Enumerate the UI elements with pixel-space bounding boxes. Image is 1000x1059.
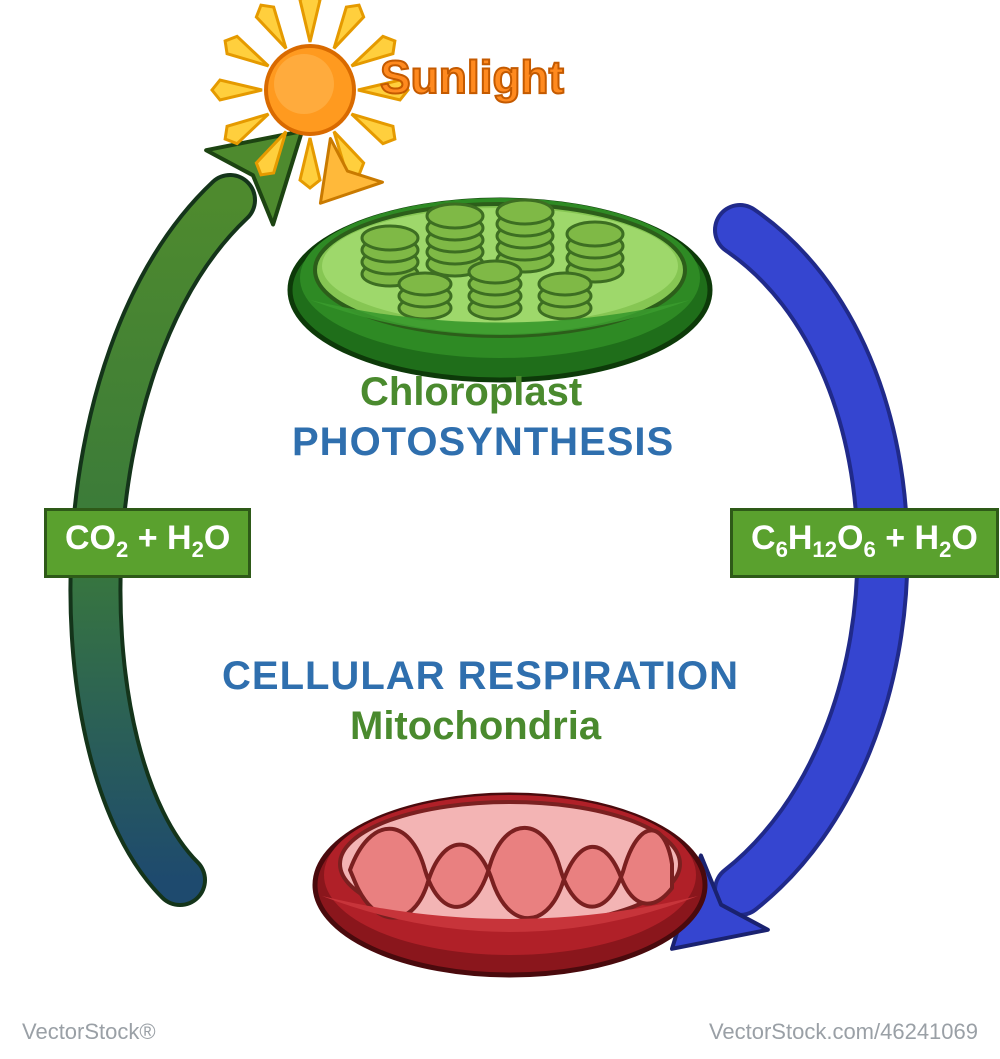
formula-right: C6H12O6 + H2O	[730, 508, 999, 578]
watermark-right: VectorStock.com/46241069	[709, 1019, 978, 1045]
chloroplast-icon	[280, 160, 720, 390]
mitochondria-icon	[300, 760, 720, 990]
sunlight-label: Sunlight	[380, 50, 564, 104]
photosynthesis-label: PHOTOSYNTHESIS	[292, 420, 674, 465]
watermark-left: VectorStock®	[22, 1019, 156, 1045]
formula-left-text: CO2 + H2O	[65, 519, 230, 557]
mitochondria-label: Mitochondria	[350, 704, 601, 749]
diagram-stage: CO2 + H2O C6H12O6 + H2O Sunlight Chlorop…	[0, 0, 1000, 1059]
chloroplast-label: Chloroplast	[360, 370, 582, 415]
formula-left: CO2 + H2O	[44, 508, 251, 578]
respiration-label: CELLULAR RESPIRATION	[222, 654, 739, 699]
formula-right-text: C6H12O6 + H2O	[751, 519, 978, 557]
